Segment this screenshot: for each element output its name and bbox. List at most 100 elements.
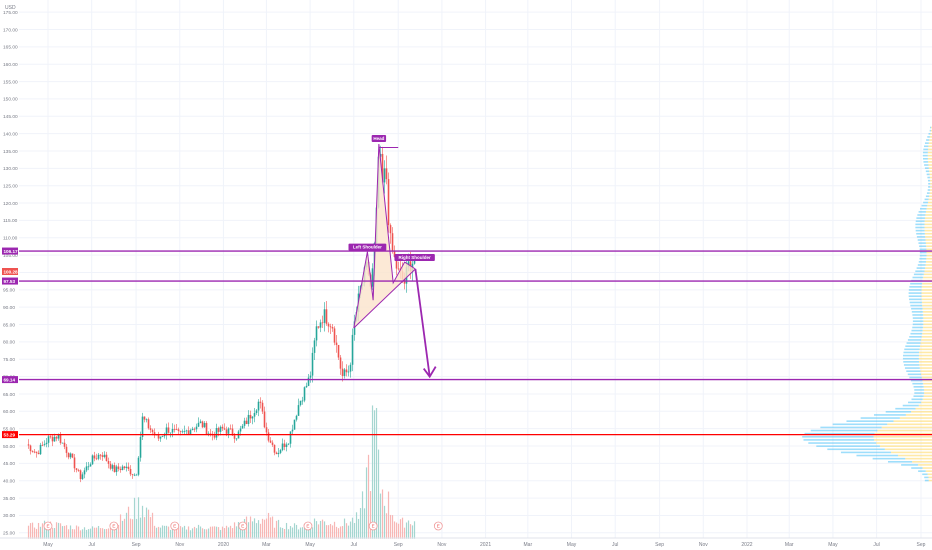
candle-body xyxy=(413,260,416,264)
volume-bar xyxy=(85,529,88,539)
volume-bar xyxy=(149,517,152,539)
projection-arrow xyxy=(414,268,431,377)
level-price-label: 97.53 xyxy=(4,279,16,284)
profile-bar-down xyxy=(930,132,932,135)
volume-bar xyxy=(69,525,72,539)
volume-bar xyxy=(331,525,334,539)
candle-body xyxy=(33,451,36,453)
profile-bar-down xyxy=(924,217,932,219)
x-tick-label: May xyxy=(567,542,577,548)
profile-bar-up xyxy=(895,407,916,410)
profile-bar-down xyxy=(918,357,932,360)
candle-body xyxy=(159,436,162,439)
candle-body xyxy=(299,400,302,406)
volume-bar xyxy=(355,512,358,539)
candle-body xyxy=(335,342,338,345)
profile-bar-up xyxy=(927,136,930,138)
volume-bar xyxy=(41,523,44,539)
candle-body xyxy=(89,464,92,467)
price-axis[interactable]: 25.00 30.00 35.00 40.00 45.00 50.00 55.00 60.00… xyxy=(2,10,18,537)
level-price-box xyxy=(2,247,18,255)
candle-body xyxy=(31,451,34,452)
candle-body xyxy=(349,364,352,372)
volume-bar xyxy=(311,527,314,539)
candle-body xyxy=(145,419,148,421)
profile-bar-down xyxy=(922,467,932,469)
candle-body xyxy=(353,321,356,335)
candle-body xyxy=(263,411,266,428)
y-tick-label: 150.00 xyxy=(3,97,18,103)
y-tick-label: 110.00 xyxy=(3,236,18,242)
profile-bar-down xyxy=(899,417,932,419)
candle-body xyxy=(39,444,42,455)
profile-bar-up xyxy=(906,342,921,344)
candle-body xyxy=(53,436,56,442)
candle-body xyxy=(273,444,276,453)
candle-body xyxy=(107,460,110,464)
profile-bar-up xyxy=(912,382,924,385)
earnings-marker xyxy=(238,521,248,531)
profile-bar-up xyxy=(927,189,931,191)
earnings-marker-label: E xyxy=(46,524,49,529)
x-tick-label: May xyxy=(305,542,315,548)
candle-body xyxy=(233,435,236,439)
candle-body xyxy=(41,444,44,446)
profile-bar-down xyxy=(928,198,932,201)
profile-bar-up xyxy=(922,151,928,154)
volume-bar xyxy=(181,527,184,539)
profile-bar-up xyxy=(927,179,931,182)
volume-bar xyxy=(131,519,134,539)
volume-bar xyxy=(369,491,372,539)
profile-bar-down xyxy=(921,292,932,294)
profile-bar-up xyxy=(909,298,922,301)
candle-body xyxy=(191,428,194,431)
volume-bar xyxy=(229,525,232,539)
profile-bar-down xyxy=(905,414,932,416)
profile-bar-up xyxy=(913,386,924,388)
y-tick-label: 135.00 xyxy=(3,149,18,155)
profile-bar-down xyxy=(893,420,932,422)
candle-body xyxy=(317,326,320,328)
candle-body xyxy=(277,452,280,455)
profile-bar-up xyxy=(927,176,930,179)
volume-bar xyxy=(61,526,64,539)
grid-lines xyxy=(19,0,932,538)
candle-body xyxy=(149,428,152,430)
profile-bar-up xyxy=(910,379,923,382)
profile-bar-down xyxy=(912,460,932,463)
y-tick-label: 85.00 xyxy=(3,322,15,328)
volume-bar xyxy=(153,525,156,539)
candle-body xyxy=(115,466,118,473)
profile-bar-up xyxy=(903,361,920,363)
volume-bar xyxy=(97,525,100,539)
candle-body xyxy=(395,256,398,269)
volume-bar xyxy=(293,523,296,539)
profile-bar-down xyxy=(925,470,932,472)
candle-body xyxy=(283,443,286,447)
profile-bar-down xyxy=(915,407,932,410)
candle-body xyxy=(49,436,52,438)
volume-bar xyxy=(189,530,192,539)
candle-body xyxy=(93,455,96,459)
time-axis[interactable]: May Jul Sep Nov 2020 Mar May Jul Sep Nov 2021 Mar Ma… xyxy=(0,537,932,548)
candle-body xyxy=(251,416,254,419)
earnings-marker-label: E xyxy=(173,524,176,529)
candle-body xyxy=(199,421,202,423)
volume-bar xyxy=(227,527,230,539)
profile-bar-up xyxy=(914,392,925,394)
profile-bar-up xyxy=(929,129,931,132)
volume-bar xyxy=(161,525,164,539)
candle-body xyxy=(185,430,188,432)
profile-bar-down xyxy=(921,339,932,341)
y-tick-label: 175.00 xyxy=(3,10,18,16)
candle-body xyxy=(281,443,284,451)
volume-bar xyxy=(193,526,196,539)
profile-bar-down xyxy=(923,273,932,276)
currency-label: USD xyxy=(5,5,16,11)
volume-bar xyxy=(275,520,278,539)
volume-bar xyxy=(225,525,228,539)
candle-body xyxy=(87,466,90,468)
volume-bar xyxy=(105,528,108,539)
candle-body xyxy=(117,466,120,469)
